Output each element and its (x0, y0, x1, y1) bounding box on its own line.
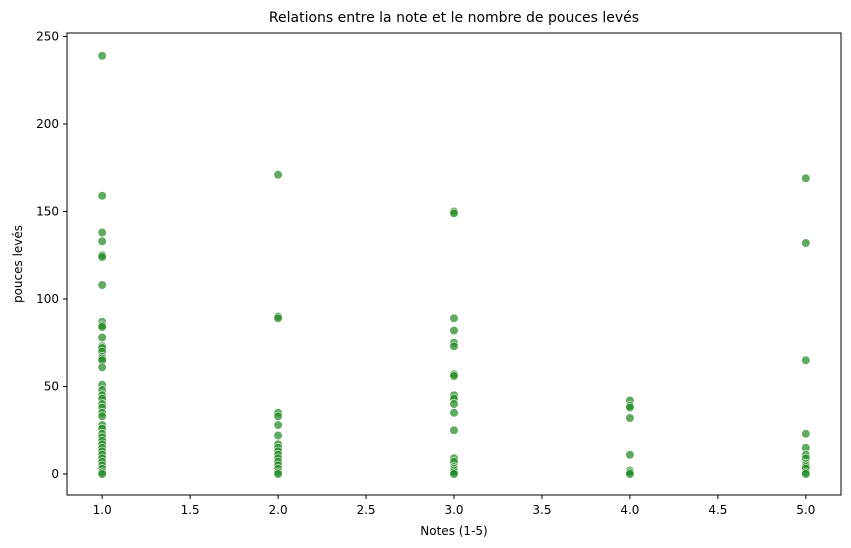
y-tick-label: 250 (36, 30, 59, 44)
scatter-point (97, 191, 107, 201)
scatter-point (801, 173, 811, 183)
scatter-point (97, 51, 107, 61)
y-axis-label: pouces levés (11, 225, 25, 303)
scatter-point (801, 355, 811, 365)
scatter-point (625, 450, 635, 460)
scatter-point (801, 469, 811, 479)
scatter-point (273, 313, 283, 323)
scatter-point (97, 236, 107, 246)
points-layer (97, 51, 811, 479)
x-tick-label: 1.5 (181, 503, 200, 517)
scatter-point (449, 399, 459, 409)
scatter-point (273, 411, 283, 421)
x-axis-label: Notes (1-5) (420, 524, 487, 538)
scatter-point (97, 469, 107, 479)
scatter-point (449, 341, 459, 351)
scatter-point (97, 252, 107, 262)
x-tick-label: 4.0 (620, 503, 639, 517)
y-axis-ticks: 0 50 100 150 200 250 (36, 30, 67, 481)
scatter-point (625, 402, 635, 413)
x-tick-label: 3.5 (532, 503, 551, 517)
y-tick-label: 150 (36, 205, 59, 219)
y-tick-label: 50 (44, 380, 59, 394)
y-tick-label: 200 (36, 117, 59, 131)
scatter-point (801, 238, 811, 248)
scatter-point (97, 280, 107, 290)
x-tick-label: 2.0 (269, 503, 288, 517)
scatter-point (449, 425, 459, 435)
scatter-point (97, 322, 107, 332)
x-tick-label: 1.0 (93, 503, 112, 517)
chart-title: Relations entre la note et le nombre de … (269, 10, 639, 26)
scatter-point (449, 313, 459, 323)
scatter-point (449, 208, 459, 218)
scatter-point (449, 408, 459, 418)
scatter-point (97, 332, 107, 343)
scatter-point (273, 170, 283, 180)
y-tick-label: 100 (36, 292, 59, 306)
scatter-point (625, 413, 635, 423)
x-axis-ticks: 1.0 1.5 2.0 2.5 3.0 3.5 4.0 4.5 5.0 (93, 495, 815, 517)
scatter-point (449, 371, 459, 381)
x-tick-label: 5.0 (796, 503, 815, 517)
scatter-point (97, 227, 107, 238)
scatter-point (273, 469, 283, 479)
x-tick-label: 3.0 (444, 503, 463, 517)
scatter-point (97, 411, 107, 421)
x-tick-label: 2.5 (356, 503, 375, 517)
scatter-point (273, 430, 283, 441)
scatter-point (801, 429, 811, 439)
x-tick-label: 4.5 (708, 503, 727, 517)
y-tick-label: 0 (51, 467, 59, 481)
scatter-point (625, 469, 635, 479)
scatter-point (273, 420, 283, 430)
scatter-point (449, 469, 459, 479)
scatter-point (97, 362, 107, 372)
scatter-point (449, 325, 459, 336)
